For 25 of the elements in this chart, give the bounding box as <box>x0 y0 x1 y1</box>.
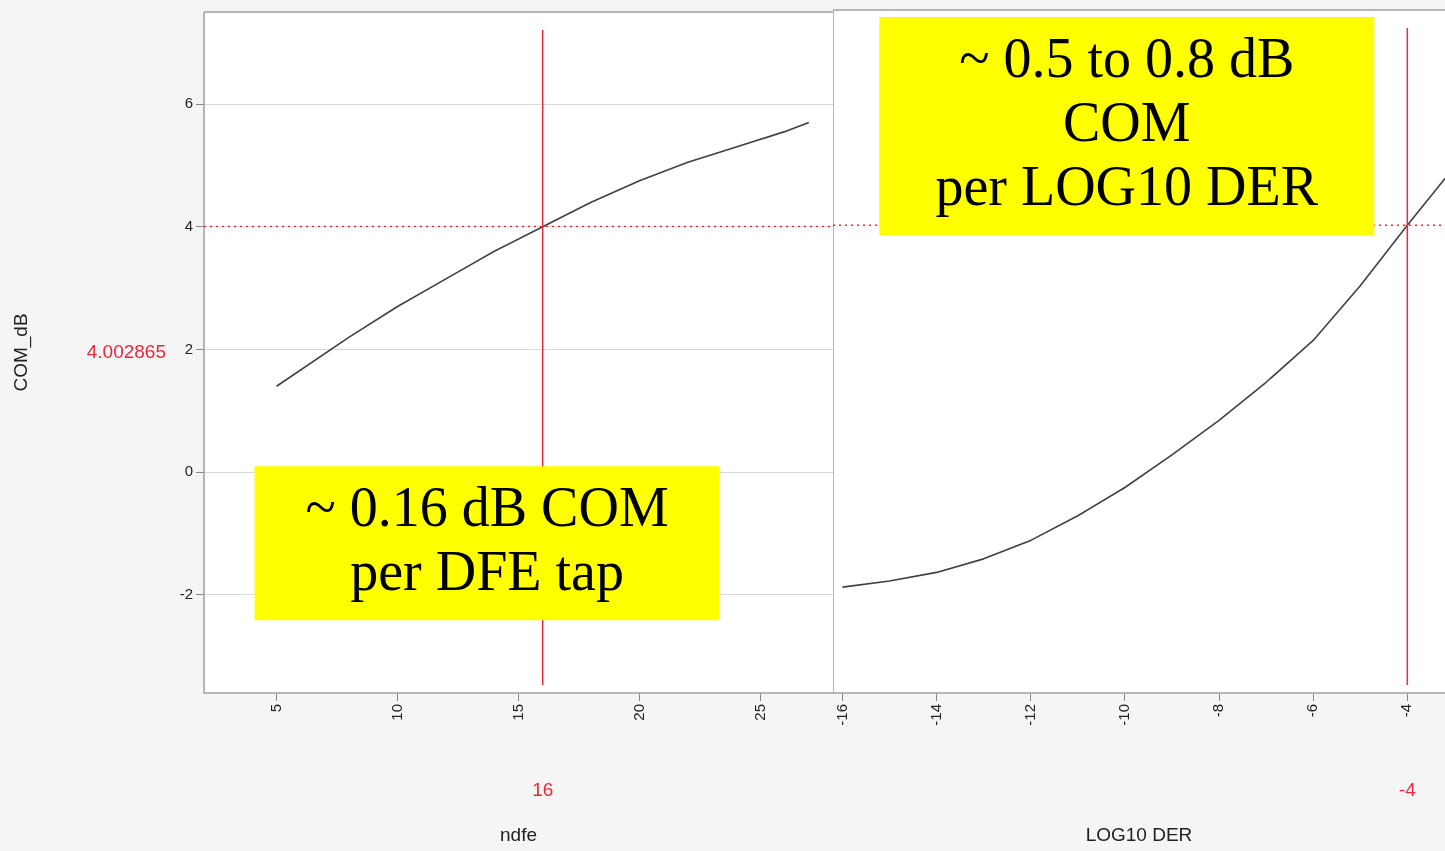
x-tick-label: 5 <box>266 704 284 713</box>
x-tick-label: 10 <box>387 704 405 721</box>
x-tick-label: -8 <box>1209 704 1227 718</box>
x-tick-label: 15 <box>508 704 526 721</box>
x-tick-label: 20 <box>629 704 647 721</box>
x-tick-label: -4 <box>1397 704 1415 718</box>
x-axis-title: ndfe <box>500 823 537 845</box>
annotation: ~ 0.16 dB COM per DFE tap <box>305 475 669 602</box>
x-tick-label: -14 <box>926 704 944 726</box>
y-axis-title: COM_dB <box>9 313 32 392</box>
x-tick-label: -12 <box>1020 704 1038 726</box>
x-tick-label: 25 <box>750 704 768 721</box>
y-tick-label: 4 <box>184 216 193 234</box>
y-tick-label: 6 <box>184 94 193 112</box>
x-axis-title: LOG10 DER <box>1085 823 1193 845</box>
y-tick-label: 2 <box>184 339 193 357</box>
ref-line-label: 4.002865 <box>86 340 166 362</box>
x-tick-label: -10 <box>1115 704 1133 726</box>
ref-line-label: -4 <box>1398 779 1417 801</box>
annotation: ~ 0.5 to 0.8 dB COM per LOG10 DER <box>935 26 1319 217</box>
y-tick-label: -2 <box>179 584 193 602</box>
ref-line-label: 16 <box>532 779 554 801</box>
x-tick-label: -6 <box>1303 704 1321 718</box>
x-tick-label: -16 <box>832 704 850 726</box>
y-tick-label: 0 <box>184 462 193 480</box>
